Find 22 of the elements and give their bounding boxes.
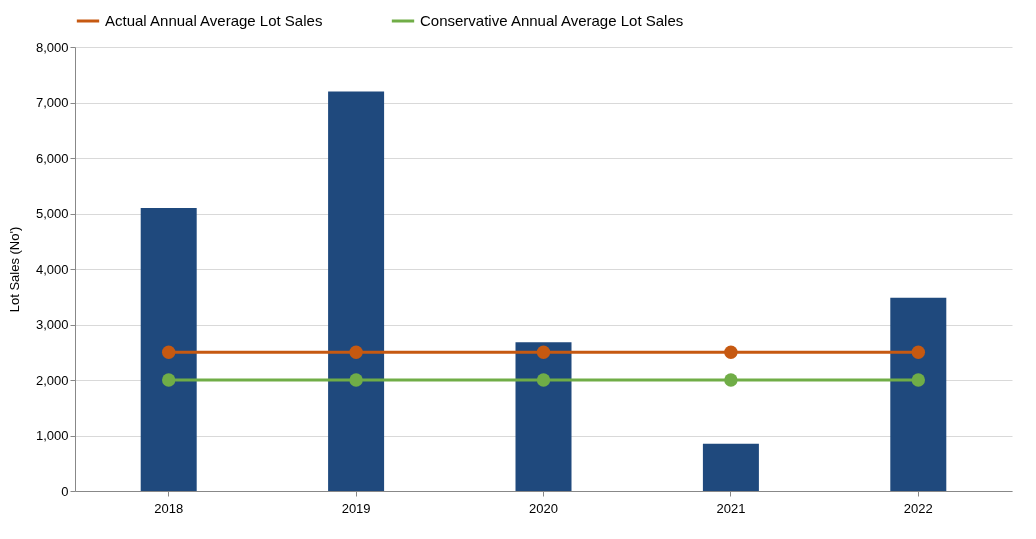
bar — [890, 297, 947, 491]
bar — [328, 91, 385, 491]
bar — [515, 342, 572, 491]
legend-label: Actual Annual Average Lot Sales — [105, 12, 323, 29]
y-tick-label: 8,000 — [35, 39, 69, 55]
y-tick-label: 6,000 — [35, 150, 69, 166]
legend-label: Conservative Annual Average Lot Sales — [420, 12, 684, 29]
y-tick-label: 2,000 — [35, 372, 69, 388]
x-tick-label: 2022 — [903, 500, 933, 516]
y-tick-label: 0 — [61, 483, 69, 499]
y-tick-label: 7,000 — [35, 95, 69, 110]
y-tick-label: 1,000 — [35, 428, 69, 443]
y-tick-label: 5,000 — [35, 206, 69, 221]
bar — [140, 207, 197, 491]
x-tick-label: 2019 — [341, 500, 371, 516]
bar — [702, 443, 759, 491]
x-tick-label: 2021 — [716, 500, 746, 516]
x-tick-label: 2020 — [529, 500, 558, 516]
x-tick-label: 2018 — [154, 500, 184, 516]
y-axis-title: Lot Sales (No') — [6, 226, 22, 313]
y-tick-label: 3,000 — [35, 317, 69, 332]
y-tick-label: 4,000 — [35, 261, 69, 277]
